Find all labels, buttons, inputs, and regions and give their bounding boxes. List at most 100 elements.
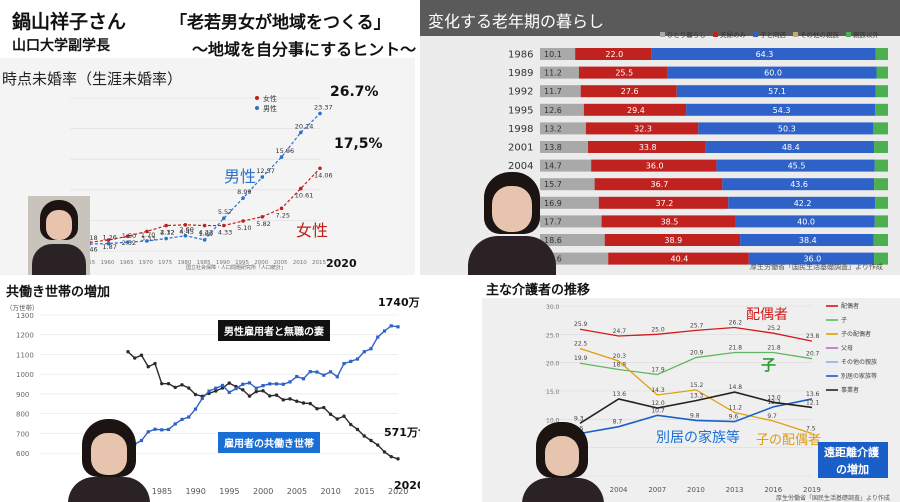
data-point (298, 130, 303, 135)
data-point (308, 401, 312, 406)
data-label: 15.2 (690, 382, 704, 389)
presenter-video-3 (64, 415, 154, 502)
data-label: 9.3 (574, 415, 584, 422)
legend-label: ひとり暮らし (667, 30, 706, 39)
presenter-body (522, 478, 604, 502)
data-point (153, 361, 157, 366)
bar-segment (676, 85, 876, 98)
bar-segment (686, 103, 876, 116)
data-label: 7.5 (806, 426, 816, 433)
x-tick-label: 1985 (152, 487, 172, 496)
data-point (164, 236, 168, 241)
data-point (222, 216, 226, 221)
bar-value: 14.7 (544, 162, 562, 171)
data-point (139, 353, 144, 357)
series-line-2 (579, 347, 813, 435)
y-tick-label: 25.0 (546, 332, 560, 339)
legend-label: 事業者 (841, 386, 859, 394)
data-point (254, 386, 258, 390)
data-point (298, 186, 303, 191)
bar-value: 12.6 (544, 106, 562, 115)
y-tick-label: 900 (16, 391, 29, 399)
data-point (241, 382, 245, 386)
data-point (180, 383, 184, 387)
data-point (335, 375, 339, 379)
data-label: 25.7 (690, 322, 704, 329)
y-tick-label: 1000 (16, 371, 34, 379)
bar-value: 54.3 (773, 106, 791, 115)
data-point (247, 381, 252, 385)
bar-value: 38.4 (799, 236, 817, 245)
data-point (318, 111, 322, 116)
bar-segment (540, 122, 586, 135)
bar-segment (575, 48, 652, 60)
data-label: 1.89 (199, 230, 213, 238)
data-point (389, 324, 393, 328)
bar-segment (540, 178, 595, 191)
data-point (220, 383, 225, 388)
data-point (160, 381, 164, 386)
data-point (308, 370, 312, 374)
legend-label: 別居の家族等 (841, 372, 877, 380)
data-point (268, 382, 272, 386)
data-label: 10.7 (651, 407, 665, 414)
unmarried-title: 時点未婚率（生涯未婚率） (2, 70, 183, 88)
data-label: 20.9 (690, 350, 704, 357)
data-point (260, 214, 265, 219)
data-point (274, 393, 279, 397)
data-point (106, 238, 111, 242)
data-point (166, 381, 171, 386)
caregiver-source: 厚生労働省「国民生活基礎調査」より作成 (776, 495, 890, 502)
data-point (227, 390, 231, 394)
data-point (376, 443, 380, 447)
bar-segment (580, 85, 677, 98)
bar-value: 25.5 (615, 69, 633, 78)
legend-label-male: 男性 (263, 104, 277, 113)
bar-value: 42.2 (794, 199, 812, 208)
x-tick-label: 2013 (726, 486, 744, 494)
data-point (389, 454, 393, 459)
data-point (247, 394, 252, 398)
bar-segment (578, 66, 668, 79)
data-point (335, 417, 339, 421)
bar-segment (540, 85, 581, 98)
presenter-face (492, 186, 532, 232)
y-tick-label: 30.0 (546, 304, 560, 311)
legend-label: 配偶者 (841, 302, 859, 310)
legend-marker-female (255, 96, 259, 100)
bar-segment-rest (874, 159, 888, 172)
male-box-label: 男性雇用者と無職の妻 (218, 320, 330, 341)
data-label: 14.8 (729, 384, 743, 391)
data-label: 21.8 (767, 344, 781, 351)
data-label: 23.8 (806, 333, 820, 340)
living-source: 厚生労働省「国民生活基礎調査」より作成 (750, 263, 883, 271)
living-panel: 変化する老年期の暮らし ひとり暮らし 夫婦のみ 子と同居 その他の親族 親族以外 1986… (420, 0, 900, 275)
bar-value: 22.0 (605, 50, 623, 59)
x-tick-label: 2016 (764, 486, 782, 494)
presenter-video-2 (462, 162, 562, 275)
data-point (281, 382, 285, 386)
data-label: 14.3 (651, 387, 665, 394)
data-label: 3.33 (141, 234, 155, 242)
data-point (301, 377, 306, 381)
presenter-face (46, 210, 72, 240)
bar-segment (540, 103, 584, 116)
bar-value: 38.5 (661, 217, 679, 226)
legend-label: 子と同居 (760, 31, 787, 39)
bar-segment (601, 215, 736, 228)
living-title-bar (420, 0, 900, 36)
year-label: 1986 (508, 50, 533, 61)
legend-label: 子の配偶者 (841, 330, 871, 338)
data-label: 13.6 (613, 391, 627, 398)
year-label: 1992 (508, 87, 533, 98)
x-tick-label: 1990 (216, 260, 230, 266)
living-title: 変化する老年期の暮らし (428, 12, 605, 31)
data-point (369, 438, 373, 443)
bar-value: 37.2 (656, 199, 674, 208)
data-label: 2.60 (179, 226, 193, 234)
data-point (153, 427, 157, 431)
data-label: 7.25 (276, 211, 290, 219)
y-tick-label: 1100 (16, 351, 34, 359)
data-point (183, 223, 188, 227)
bar-segment (651, 48, 876, 60)
